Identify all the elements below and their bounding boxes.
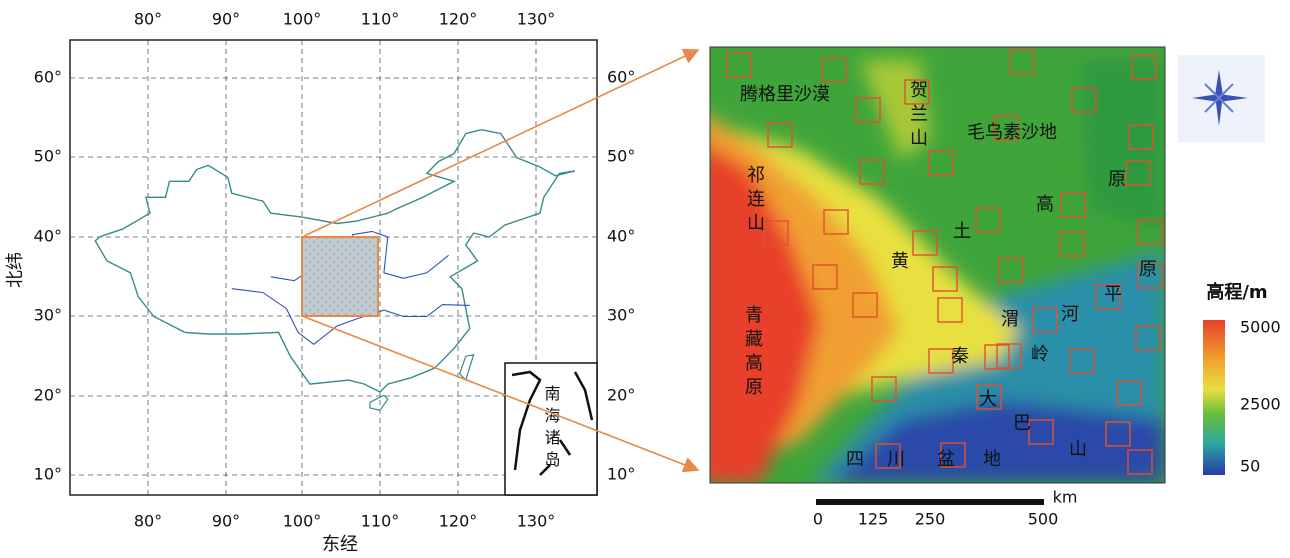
place-label: 黄 bbox=[891, 251, 909, 272]
inset-label: 南海诸岛 bbox=[542, 385, 561, 473]
lat-label-left: 60° bbox=[34, 68, 62, 87]
place-label: 原 bbox=[1139, 259, 1157, 280]
place-label: 岭 bbox=[1031, 344, 1049, 365]
lon-label-bottom: 100° bbox=[283, 512, 322, 531]
figure: 南海诸岛 80° 80° 90° 90° 100° 100° 110° 110° 120° 120°… bbox=[0, 0, 1290, 558]
lat-label-right: 20° bbox=[607, 386, 635, 405]
place-label: 地 bbox=[983, 449, 1001, 470]
place-label: 四 bbox=[846, 449, 864, 470]
lat-label-right: 10° bbox=[607, 465, 635, 484]
place-label: 盆 bbox=[937, 449, 955, 470]
lon-label-top: 90° bbox=[212, 10, 240, 29]
legend-label: 5000 bbox=[1240, 318, 1281, 337]
place-label: 祁连山 bbox=[744, 165, 765, 237]
lat-label-right: 40° bbox=[607, 227, 635, 246]
lon-label-top: 80° bbox=[134, 10, 162, 29]
place-label: 腾格里沙漠 bbox=[740, 84, 830, 105]
lon-label-bottom: 80° bbox=[134, 512, 162, 531]
lat-label-left: 30° bbox=[34, 306, 62, 325]
place-label: 毛乌素沙地 bbox=[967, 122, 1057, 143]
lat-label-left: 50° bbox=[34, 147, 62, 166]
scale-bar bbox=[816, 499, 1044, 505]
scale-label: 500 bbox=[1028, 510, 1059, 529]
lon-label-bottom: 90° bbox=[212, 512, 240, 531]
dem-map: 腾格里沙漠贺兰山毛乌素沙地祁连山青藏高原黄土高原原平渭河秦岭大巴山四川盆地 bbox=[700, 47, 1165, 483]
place-label: 河 bbox=[1061, 304, 1079, 325]
place-label: 渭 bbox=[1001, 309, 1019, 330]
legend-label: 50 bbox=[1240, 457, 1260, 476]
place-label: 原 bbox=[1108, 169, 1126, 190]
place-label: 巴 bbox=[1013, 413, 1031, 434]
place-label: 川 bbox=[887, 449, 905, 470]
lat-label-right: 30° bbox=[607, 306, 635, 325]
lon-label-bottom: 130° bbox=[517, 512, 556, 531]
lon-label-bottom: 110° bbox=[361, 512, 400, 531]
lon-label-top: 130° bbox=[517, 10, 556, 29]
lon-label-top: 110° bbox=[361, 10, 400, 29]
lon-label-top: 120° bbox=[439, 10, 478, 29]
place-label: 山 bbox=[1069, 439, 1087, 460]
lat-label-left: 20° bbox=[34, 386, 62, 405]
lat-label-left: 10° bbox=[34, 465, 62, 484]
overview-map: 南海诸岛 80° 80° 90° 90° 100° 100° 110° 110° 120° 120°… bbox=[5, 10, 635, 556]
scale-unit: km bbox=[1053, 488, 1078, 507]
legend-label: 2500 bbox=[1240, 395, 1281, 414]
lon-label-bottom: 120° bbox=[439, 512, 478, 531]
legend-title: 高程/m bbox=[1206, 281, 1267, 303]
place-label: 土 bbox=[953, 221, 971, 242]
color-bar bbox=[1203, 320, 1225, 475]
lat-label-left: 40° bbox=[34, 227, 62, 246]
lon-label-top: 100° bbox=[283, 10, 322, 29]
study-area bbox=[302, 237, 378, 316]
place-label: 秦 bbox=[951, 346, 969, 367]
place-label: 青藏高原 bbox=[742, 305, 763, 401]
place-label: 平 bbox=[1104, 284, 1122, 305]
y-axis-title: 北纬 bbox=[5, 252, 26, 288]
scale-label: 125 bbox=[858, 510, 889, 529]
lat-label-right: 50° bbox=[607, 147, 635, 166]
place-label: 高 bbox=[1036, 194, 1054, 215]
scale-label: 250 bbox=[915, 510, 946, 529]
compass bbox=[1178, 55, 1265, 142]
x-axis-title: 东经 bbox=[322, 534, 358, 555]
scale-label: 0 bbox=[813, 510, 823, 529]
place-label: 大 bbox=[979, 389, 997, 410]
place-label: 贺兰山 bbox=[907, 80, 928, 152]
lat-label-right: 60° bbox=[607, 68, 635, 87]
